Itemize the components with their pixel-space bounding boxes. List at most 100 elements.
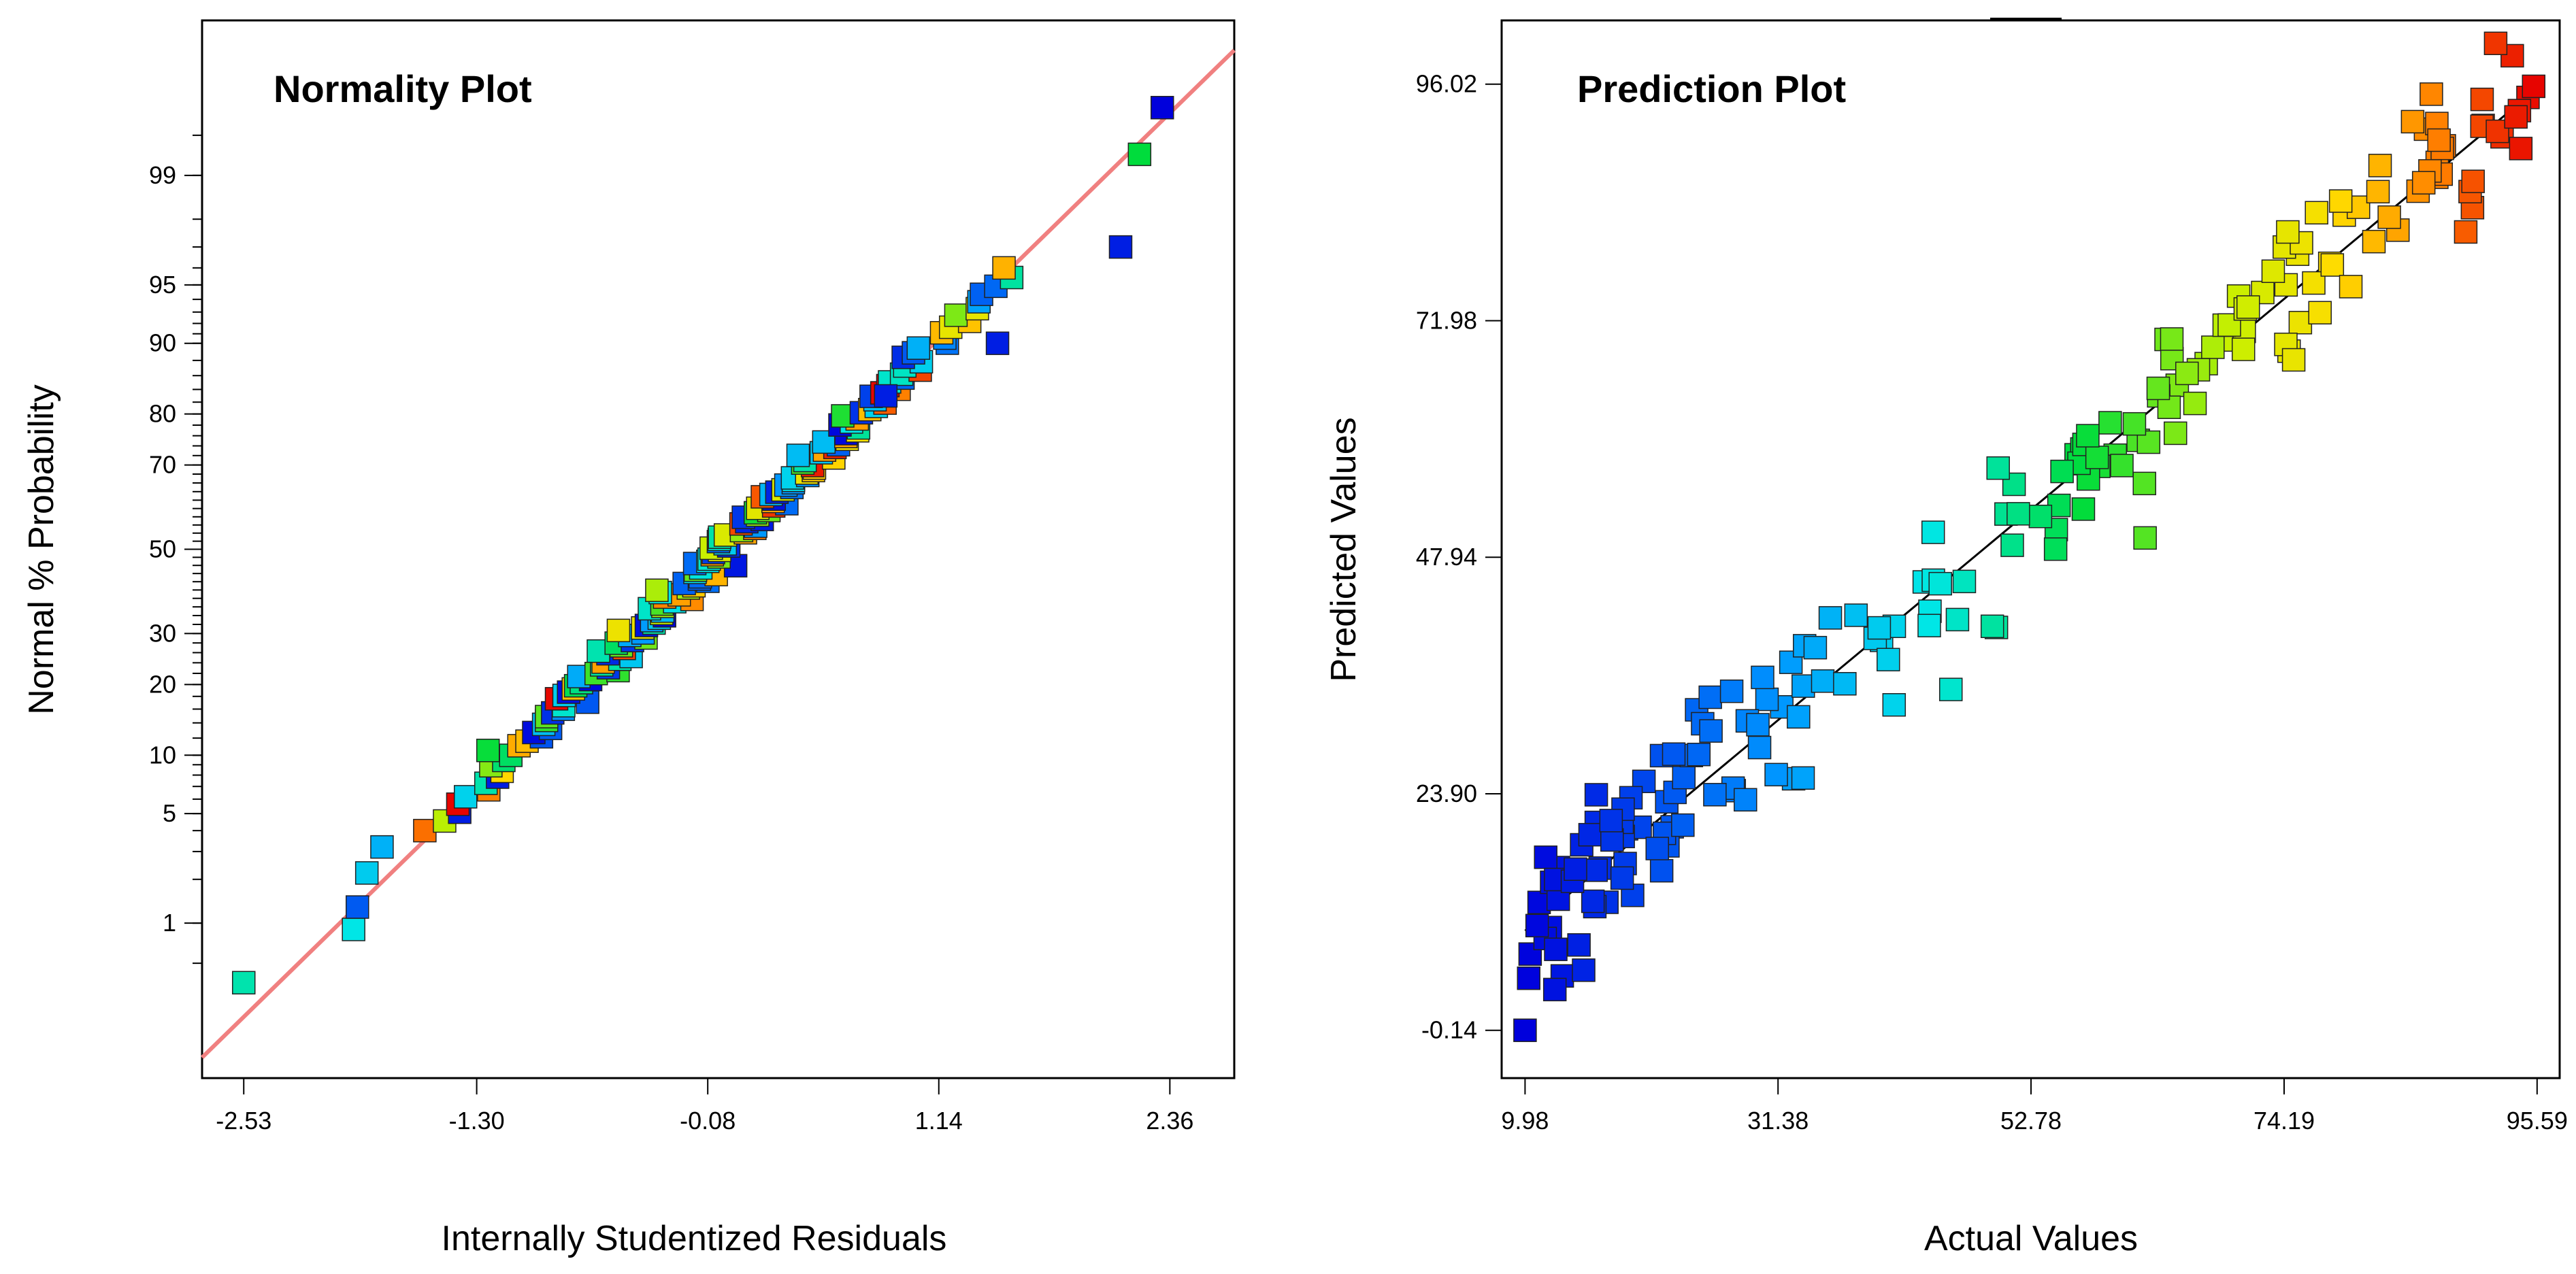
- prediction-point: [1734, 788, 1757, 812]
- prediction-point: [1542, 977, 1567, 1002]
- prediction-point: [1980, 614, 2004, 639]
- prediction-point: [2274, 273, 2298, 297]
- prediction-point: [2400, 110, 2425, 134]
- prediction-point: [1764, 762, 1788, 787]
- normality-x-tick-label: 1.14: [915, 1107, 963, 1135]
- prediction-point: [1699, 719, 1723, 743]
- normality-point: [645, 578, 669, 603]
- normality-point: [944, 303, 968, 327]
- prediction-point: [1751, 665, 1774, 690]
- prediction-x-tick-label: 52.78: [2000, 1107, 2062, 1135]
- prediction-point: [1567, 933, 1591, 957]
- prediction-point: [1811, 669, 1835, 693]
- normality-point: [874, 384, 898, 408]
- prediction-point: [1747, 735, 1772, 760]
- normality-point: [413, 818, 437, 843]
- prediction-x-tick-label: 9.98: [1501, 1107, 1549, 1135]
- prediction-y-tick-label: 96.02: [1416, 70, 1477, 98]
- normality-point: [354, 861, 379, 885]
- prediction-point: [2201, 335, 2225, 359]
- prediction-point: [1952, 569, 1977, 594]
- prediction-point: [2028, 504, 2053, 529]
- prediction-point: [2339, 275, 2363, 299]
- prediction-point: [2470, 87, 2494, 112]
- prediction-point: [1544, 937, 1568, 961]
- normality-point: [370, 835, 394, 859]
- prediction-point: [2281, 348, 2306, 372]
- prediction-point: [1534, 845, 1557, 869]
- prediction-point: [1921, 520, 1945, 544]
- prediction-point: [1938, 677, 1963, 701]
- prediction-point: [2236, 295, 2260, 319]
- prediction-y-tick-group: -0.14 23.90 47.94 71.98 96.02: [1416, 70, 1502, 1044]
- prediction-point: [1599, 809, 1623, 833]
- normality-y-tick-label: 95: [149, 271, 176, 299]
- normality-x-tick-label: -0.08: [680, 1107, 736, 1135]
- prediction-point: [2504, 105, 2528, 129]
- normality-points-group: [231, 95, 1174, 994]
- normality-y-tick-label: 50: [149, 535, 176, 563]
- normality-point: [1108, 235, 1133, 259]
- prediction-point: [1581, 889, 1605, 913]
- prediction-y-tick-label: -0.14: [1421, 1016, 1477, 1044]
- prediction-point: [1687, 742, 1711, 767]
- prediction-y-tick-label: 47.94: [1416, 543, 1477, 571]
- normality-plot-title: Normality Plot: [274, 67, 532, 110]
- prediction-point: [1755, 687, 1779, 711]
- prediction-point: [1818, 606, 1843, 630]
- prediction-point: [1662, 742, 1686, 766]
- normality-y-tick-label: 70: [149, 451, 176, 479]
- prediction-point: [1882, 693, 1906, 717]
- prediction-point: [2160, 327, 2184, 351]
- prediction-point: [1928, 571, 1952, 596]
- prediction-x-axis-title: Actual Values: [1924, 1219, 2138, 1258]
- prediction-point: [1584, 858, 1608, 882]
- normality-point: [786, 443, 810, 467]
- normality-point: [992, 256, 1016, 280]
- prediction-point: [1649, 858, 1674, 883]
- normality-y-tick-label: 20: [149, 670, 176, 698]
- normality-point: [342, 918, 365, 941]
- prediction-y-axis-title: Predicted Values: [1324, 417, 1364, 682]
- prediction-point: [1671, 813, 1695, 837]
- prediction-point: [2000, 533, 2024, 557]
- prediction-point: [1525, 913, 1549, 938]
- prediction-point: [2276, 220, 2300, 244]
- normality-x-tick-label: 2.36: [1146, 1107, 1193, 1135]
- prediction-x-tick-group: 9.98 31.38 52.78 74.19 95.59: [1501, 1078, 2568, 1135]
- normality-point: [1127, 142, 1152, 167]
- prediction-point: [2183, 391, 2207, 416]
- normality-y-tick-label: 5: [163, 799, 176, 827]
- prediction-point: [2308, 301, 2332, 324]
- prediction-point: [1877, 648, 1900, 671]
- normality-y-tick-label: 10: [149, 741, 176, 769]
- normality-y-tick-label: 30: [149, 619, 176, 647]
- prediction-point: [1645, 837, 1669, 860]
- prediction-point: [1584, 783, 1608, 807]
- normality-point: [231, 971, 256, 994]
- prediction-point: [2328, 189, 2353, 213]
- prediction-point: [1672, 765, 1696, 790]
- prediction-point: [2362, 229, 2386, 254]
- normality-point: [606, 618, 631, 643]
- normality-plot-chart: Normality Plot 1 5 10 20 30 50 70 80 90 95 99 -2.5…: [22, 19, 1236, 1258]
- normality-y-tick-label: 99: [149, 161, 176, 189]
- prediction-point: [1719, 680, 1744, 703]
- prediction-plot-area: [1500, 19, 2561, 1079]
- prediction-point: [1945, 607, 1970, 632]
- prediction-point: [1578, 822, 1602, 847]
- normality-point: [345, 895, 369, 919]
- prediction-point: [1787, 705, 1811, 729]
- prediction-point: [2366, 180, 2390, 204]
- prediction-point: [2132, 471, 2157, 496]
- prediction-point: [1803, 635, 1828, 660]
- prediction-point: [2133, 526, 2157, 550]
- prediction-point: [2305, 201, 2328, 224]
- prediction-point: [2483, 31, 2508, 56]
- prediction-point: [2217, 313, 2241, 337]
- prediction-point: [2288, 311, 2313, 335]
- prediction-point: [2427, 128, 2451, 152]
- prediction-point: [1703, 783, 1727, 807]
- normality-point: [906, 336, 931, 360]
- prediction-point: [2175, 361, 2199, 386]
